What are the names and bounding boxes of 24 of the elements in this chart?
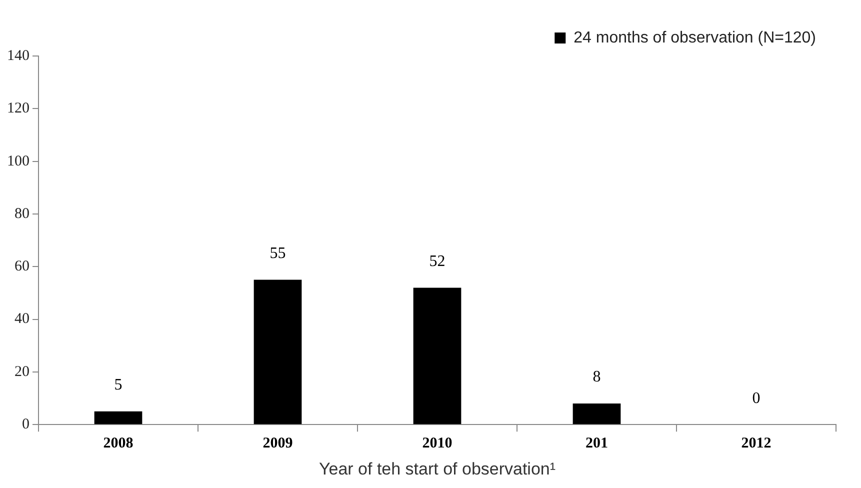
- x-tick-label: 201: [586, 435, 608, 452]
- y-tick-label: 40: [14, 311, 30, 328]
- bar: [572, 404, 621, 424]
- bar: [254, 280, 302, 424]
- data-label: 8: [592, 368, 601, 386]
- y-tick-label: 60: [14, 258, 30, 275]
- y-tick-label: 0: [22, 416, 30, 433]
- y-tick-label: 120: [7, 100, 30, 117]
- y-tick-label: 80: [14, 206, 30, 222]
- y-tick-label: 100: [7, 153, 30, 170]
- bar: [94, 411, 142, 424]
- data-label: 55: [270, 244, 286, 262]
- data-label: 0: [752, 390, 760, 407]
- y-tick-label: 140: [7, 48, 30, 64]
- y-tick-label: 20: [14, 364, 30, 380]
- x-tick-label: 2009: [262, 435, 293, 452]
- x-tick-label: 2008: [103, 435, 134, 452]
- data-label: 52: [429, 252, 446, 270]
- x-tick-label: 2010: [422, 435, 452, 452]
- bar: [413, 288, 462, 424]
- data-label: 5: [114, 376, 122, 394]
- legend-label: 24 months of observation (N=120): [574, 29, 816, 46]
- x-tick-label: 2012: [741, 435, 772, 452]
- x-axis-title: Year of teh start of observation¹: [318, 459, 556, 478]
